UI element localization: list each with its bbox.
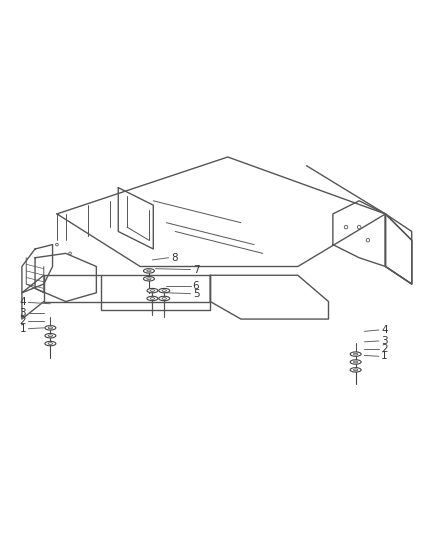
Text: 3: 3 — [20, 309, 26, 318]
Ellipse shape — [45, 342, 56, 346]
Text: 8: 8 — [171, 253, 177, 263]
Ellipse shape — [45, 326, 56, 330]
Text: 5: 5 — [193, 289, 199, 298]
Ellipse shape — [147, 270, 151, 272]
Circle shape — [344, 225, 348, 229]
Text: 7: 7 — [193, 264, 199, 274]
Ellipse shape — [48, 335, 53, 336]
Ellipse shape — [350, 368, 361, 372]
Circle shape — [366, 238, 370, 242]
Ellipse shape — [144, 269, 154, 273]
Ellipse shape — [159, 296, 170, 301]
Ellipse shape — [350, 360, 361, 364]
Ellipse shape — [144, 277, 154, 281]
Ellipse shape — [353, 353, 358, 355]
Circle shape — [69, 252, 71, 255]
Text: 1: 1 — [20, 324, 26, 334]
Ellipse shape — [353, 361, 358, 363]
Ellipse shape — [48, 327, 53, 329]
Text: 4: 4 — [381, 325, 388, 335]
Circle shape — [357, 225, 361, 229]
Text: 2: 2 — [381, 344, 388, 354]
Text: 4: 4 — [20, 297, 26, 308]
Ellipse shape — [159, 288, 170, 293]
Text: 3: 3 — [381, 336, 388, 346]
Text: 6: 6 — [193, 281, 199, 291]
Ellipse shape — [147, 296, 158, 301]
Ellipse shape — [48, 343, 53, 344]
Ellipse shape — [162, 290, 166, 292]
Text: 2: 2 — [20, 316, 26, 326]
Text: 1: 1 — [381, 351, 388, 361]
Ellipse shape — [45, 334, 56, 338]
Circle shape — [56, 243, 58, 246]
Ellipse shape — [353, 369, 358, 371]
Ellipse shape — [350, 352, 361, 356]
Ellipse shape — [147, 278, 151, 280]
Ellipse shape — [150, 290, 155, 292]
Ellipse shape — [162, 297, 166, 300]
Ellipse shape — [150, 297, 155, 300]
Ellipse shape — [147, 288, 158, 293]
